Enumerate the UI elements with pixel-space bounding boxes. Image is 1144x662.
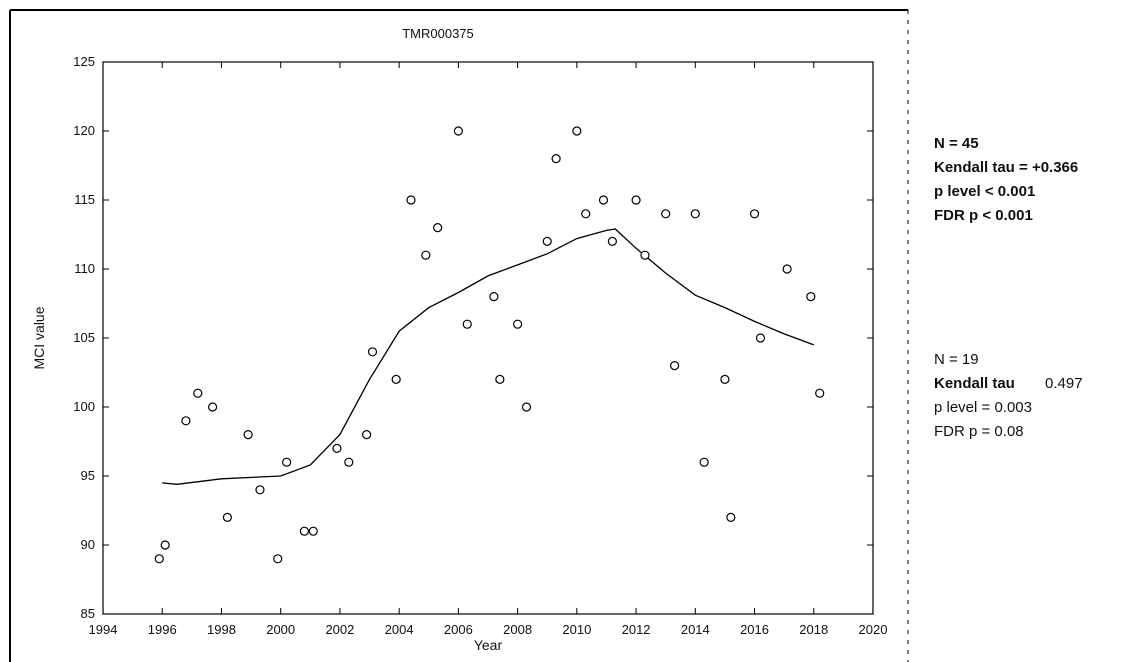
- stat-fdr-p: FDR p < 0.001: [934, 207, 1033, 224]
- data-point: [640, 250, 650, 260]
- data-point: [581, 209, 591, 219]
- y-axis-title: MCI value: [31, 306, 47, 369]
- data-point: [433, 223, 443, 233]
- data-point: [489, 292, 499, 302]
- data-point: [193, 388, 203, 398]
- data-point: [421, 250, 431, 260]
- x-tick-label: 1996: [148, 622, 177, 637]
- data-point: [782, 264, 792, 274]
- data-point: [815, 388, 825, 398]
- stats-block-all: N = 45 Kendall tau = +0.366 p level < 0.…: [934, 132, 1078, 228]
- stat-n: N = 45: [934, 135, 979, 152]
- y-tick-label: 105: [73, 330, 95, 345]
- y-tick-label: 85: [81, 606, 95, 621]
- data-point: [669, 361, 680, 371]
- data-point: [207, 402, 218, 412]
- stat-p-level: p level < 0.001: [934, 183, 1036, 200]
- smooth-trend-line: [162, 228, 815, 485]
- data-point: [453, 126, 463, 136]
- stat-kendall-tau-label: Kendall tau: [934, 375, 1015, 392]
- data-point: [154, 554, 164, 564]
- data-point: [361, 430, 372, 440]
- data-point: [255, 485, 265, 495]
- data-point: [542, 236, 552, 246]
- data-point: [607, 236, 617, 246]
- data-point: [699, 457, 709, 467]
- x-tick-label: 1994: [89, 622, 118, 637]
- data-point: [344, 457, 354, 467]
- data-point: [551, 154, 561, 164]
- x-axis: 1994 1996 1998 2000 2002 2004 2006 2008 2010 2012…: [89, 62, 888, 637]
- scatter-points: [154, 126, 825, 564]
- data-point: [391, 374, 401, 384]
- data-point: [308, 526, 318, 536]
- stat-n: N = 19: [934, 351, 979, 368]
- stats-block-subset: N = 19 Kendall tau 0.497 p level = 0.003…: [934, 348, 1083, 444]
- chart-title: TMR000375: [402, 26, 474, 41]
- data-point: [521, 402, 532, 412]
- x-tick-label: 2014: [681, 622, 710, 637]
- y-tick-label: 115: [74, 192, 95, 207]
- data-point: [631, 195, 641, 205]
- data-point: [598, 195, 609, 205]
- data-point: [367, 347, 378, 357]
- y-tick-label: 120: [73, 123, 95, 138]
- x-tick-label: 2008: [503, 622, 532, 637]
- data-point: [513, 319, 523, 329]
- y-tick-label: 90: [81, 537, 95, 552]
- x-tick-label: 2020: [859, 622, 888, 637]
- x-tick-label: 2012: [622, 622, 651, 637]
- data-point: [749, 209, 760, 219]
- data-point: [495, 374, 505, 384]
- stat-kendall-tau-value: 0.497: [1045, 375, 1083, 392]
- data-point: [222, 512, 232, 523]
- data-point: [332, 443, 342, 453]
- stat-fdr-p: FDR p = 0.08: [934, 423, 1024, 440]
- x-axis-title: Year: [474, 637, 503, 653]
- y-tick-label: 100: [73, 399, 95, 414]
- x-tick-label: 1998: [207, 622, 236, 637]
- x-tick-label: 2006: [444, 622, 473, 637]
- x-tick-label: 2002: [325, 622, 354, 637]
- data-point: [690, 209, 700, 219]
- data-point: [406, 195, 416, 205]
- data-point: [243, 430, 253, 440]
- data-point: [282, 457, 292, 467]
- y-axis: 85 90 95 100 105 110 115 120 125: [73, 54, 873, 621]
- data-point: [181, 416, 191, 426]
- data-point: [806, 292, 816, 302]
- x-tick-label: 2016: [740, 622, 769, 637]
- data-point: [755, 333, 766, 343]
- y-tick-label: 125: [73, 54, 95, 69]
- x-tick-label: 2010: [562, 622, 591, 637]
- stat-p-level: p level = 0.003: [934, 399, 1032, 416]
- stat-kendall-tau: Kendall tau 0.497: [934, 372, 1083, 396]
- data-point: [273, 554, 283, 564]
- data-point: [160, 540, 170, 550]
- x-tick-label: 2004: [385, 622, 414, 637]
- x-tick-label: 2000: [266, 622, 295, 637]
- data-point: [299, 526, 309, 536]
- data-point: [661, 209, 671, 219]
- data-point: [462, 319, 472, 329]
- y-tick-label: 110: [74, 261, 95, 276]
- y-tick-label: 95: [81, 468, 95, 483]
- stat-kendall-tau: Kendall tau = +0.366: [934, 159, 1079, 176]
- data-point: [726, 512, 736, 523]
- data-point: [572, 126, 582, 136]
- x-tick-label: 2018: [799, 622, 828, 637]
- data-point: [720, 374, 730, 384]
